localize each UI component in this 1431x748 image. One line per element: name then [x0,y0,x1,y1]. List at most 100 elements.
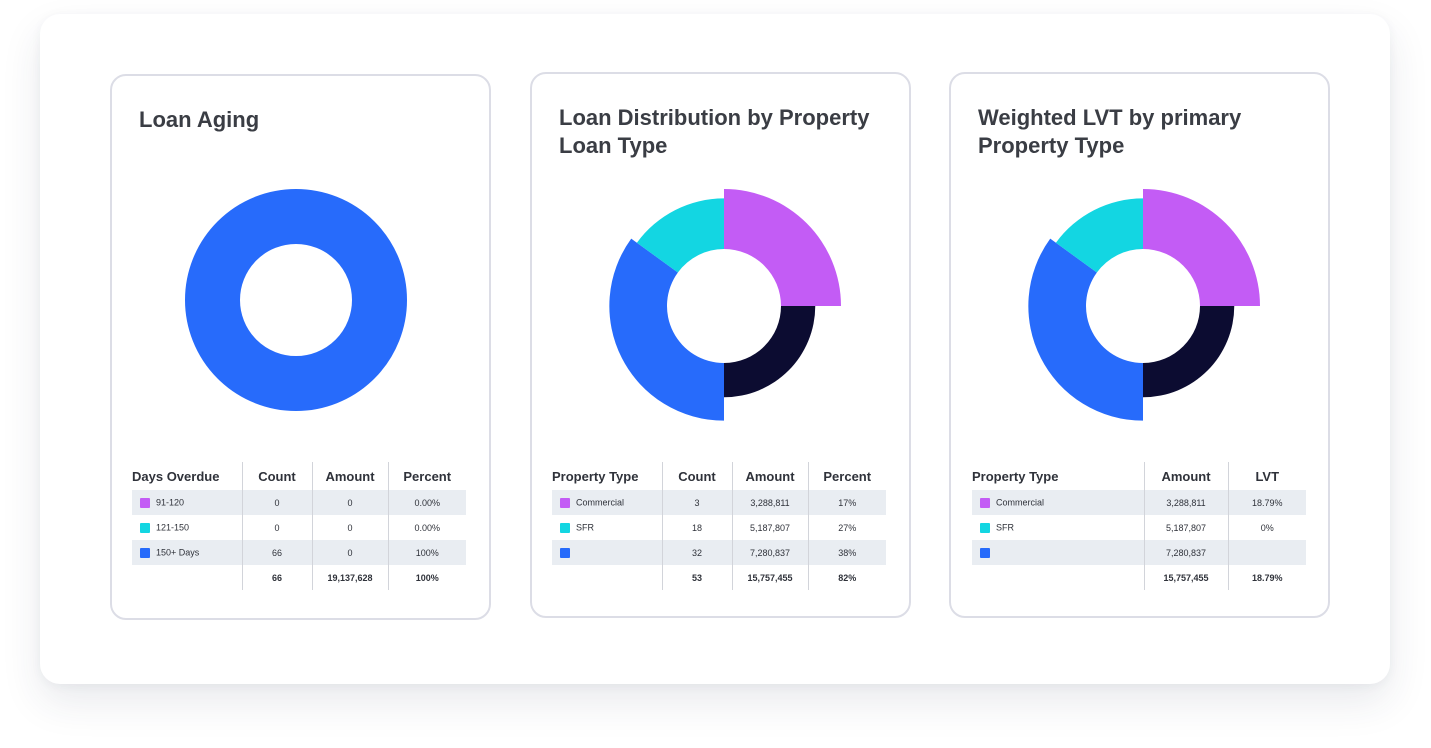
table-row: 121-150 0 0 0.00% [132,515,466,540]
column-header: Percent [387,462,466,490]
weighted-lvt-donut [1028,189,1260,421]
loan-aging-donut [185,189,407,411]
loan-distribution-donut [609,189,841,421]
count-cell: 18 [661,515,732,540]
total-count-cell: 53 [661,565,732,590]
donut-slice [1028,238,1143,421]
column-header: Amount [311,462,388,490]
table-row: SFR 18 5,187,807 27% [552,515,886,540]
table-total-row: 15,757,455 18.79% [972,565,1306,590]
blue-swatch-icon [560,547,570,558]
loan-distribution-table: Property Type Count Amount Percent Comme… [552,462,886,590]
table-row: Commercial 3 3,288,811 17% [552,490,886,515]
weighted-lvt-table: Property Type Amount LVT Commercial 3,28… [972,462,1306,590]
column-header: Count [241,462,312,490]
amount-cell: 0 [311,490,388,515]
legend-cell: Commercial [552,490,662,515]
blue-swatch-icon [980,547,990,558]
donut-slice [609,238,724,421]
donut-slice [724,306,816,398]
row-label: SFR [996,522,1014,533]
legend-cell: 91-120 [132,490,242,515]
column-header: Property Type [972,468,1059,484]
count-cell: 0 [241,515,312,540]
card-title: Loan Distribution by Property Loan Type [559,105,870,158]
column-header: Amount [731,462,808,490]
loan-aging-table: Days Overdue Count Amount Percent 91-120… [132,462,466,590]
card-title: Loan Aging [139,107,260,132]
percent-cell: 38% [807,540,886,565]
table-total-row: 66 19,137,628 100% [132,565,466,590]
percent-cell: 17% [807,490,886,515]
table-row: Commercial 3,288,811 18.79% [972,490,1306,515]
amount-cell: 7,280,837 [1143,540,1228,565]
total-amount-cell: 19,137,628 [311,565,388,590]
amount-cell: 5,187,807 [1143,515,1228,540]
total-label-cell [552,565,662,590]
table-row: 150+ Days 66 0 100% [132,540,466,565]
donut-slice [1055,198,1143,273]
amount-cell: 0 [311,540,388,565]
cyan-swatch-icon [560,522,570,533]
column-header: Amount [1143,462,1228,490]
row-label: 150+ Days [156,547,200,558]
purple-swatch-icon [980,497,990,508]
row-label: 91-120 [156,497,185,508]
percent-cell: 100% [387,540,466,565]
legend-cell: 150+ Days [132,540,242,565]
count-cell: 3 [661,490,732,515]
lvt-cell: 0% [1227,515,1306,540]
purple-swatch-icon [140,497,150,508]
row-label: Commercial [996,497,1045,508]
amount-cell: 3,288,811 [1143,490,1228,515]
lvt-cell: 18.79% [1227,490,1306,515]
total-lvt-cell: 18.79% [1227,565,1306,590]
table-total-row: 53 15,757,455 82% [552,565,886,590]
amount-cell: 3,288,811 [731,490,808,515]
percent-cell: 0.00% [387,515,466,540]
total-amount-cell: 15,757,455 [1143,565,1228,590]
legend-cell [972,540,1144,565]
cyan-swatch-icon [140,522,150,533]
donut-slice [1143,189,1260,306]
total-label-cell [132,565,242,590]
legend-cell: SFR [552,515,662,540]
column-header: Count [661,462,732,490]
donut-slice [1143,306,1235,398]
lvt-cell [1227,540,1306,565]
total-amount-cell: 15,757,455 [731,565,808,590]
card-title: Weighted LVT by primary Property Type [978,105,1242,158]
amount-cell: 0 [311,515,388,540]
donut-slice [185,189,407,411]
blue-swatch-icon [140,547,150,558]
legend-cell: 121-150 [132,515,242,540]
column-header: Days Overdue [132,468,220,484]
column-header: LVT [1227,462,1306,490]
loan-aging-card: Loan Aging Days Overdue Count Amount Per… [110,74,491,620]
weighted-lvt-card: Weighted LVT by primary Property Type Pr… [949,72,1330,618]
table-header-row: Property Type Amount LVT [972,462,1306,490]
row-label: SFR [576,522,594,533]
cyan-swatch-icon [980,522,990,533]
loan-distribution-card: Loan Distribution by Property Loan Type … [530,72,911,618]
count-cell: 32 [661,540,732,565]
row-label: 121-150 [156,522,190,533]
legend-cell: Commercial [972,490,1144,515]
table-row: 91-120 0 0 0.00% [132,490,466,515]
count-cell: 66 [241,540,312,565]
table-header-row: Property Type Count Amount Percent [552,462,886,490]
table-row: 32 7,280,837 38% [552,540,886,565]
row-label: Commercial [576,497,625,508]
donut-slice [724,189,841,306]
amount-cell: 5,187,807 [731,515,808,540]
table-row: 7,280,837 [972,540,1306,565]
legend-cell [552,540,662,565]
total-percent-cell: 82% [807,565,886,590]
total-count-cell: 66 [241,565,312,590]
donut-slice [636,198,724,273]
column-header: Percent [807,462,886,490]
purple-swatch-icon [560,497,570,508]
count-cell: 0 [241,490,312,515]
table-row: SFR 5,187,807 0% [972,515,1306,540]
legend-cell: SFR [972,515,1144,540]
